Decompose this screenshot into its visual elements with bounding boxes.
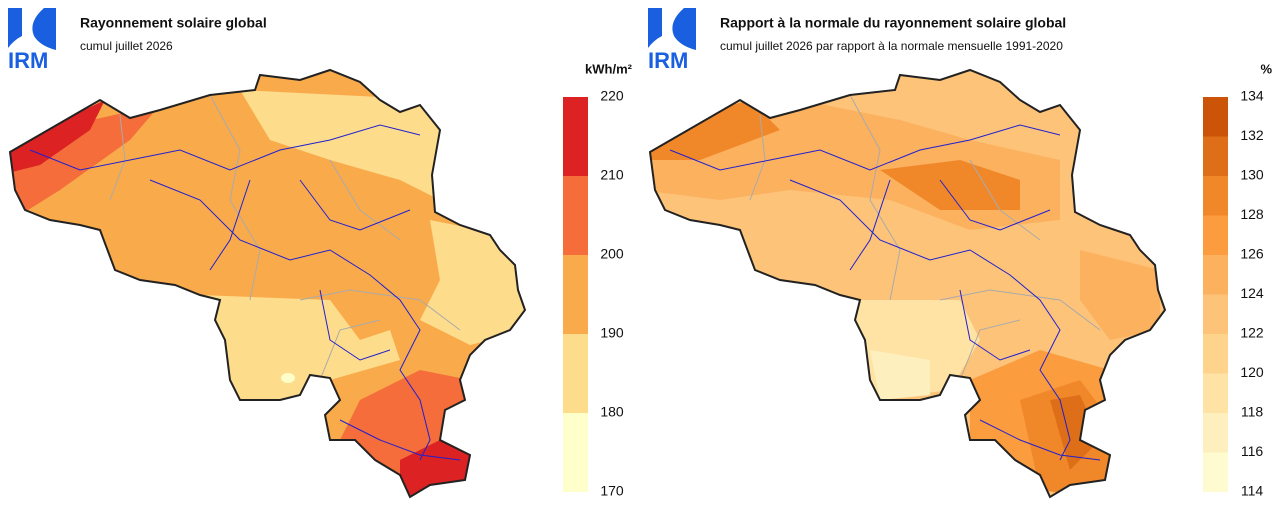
legend-tick-label: 114	[1241, 483, 1264, 499]
legend-tick-label: 180	[600, 404, 624, 420]
map	[649, 69, 1166, 498]
logo: IRM	[8, 48, 48, 73]
logo: IRM	[648, 48, 688, 73]
legend-tick-label: 220	[600, 88, 624, 104]
legend-tick-label: 210	[600, 167, 624, 183]
legend-bin	[1203, 255, 1228, 295]
unit: kWh/m²	[585, 61, 633, 76]
legend-tick-label: 134	[1240, 88, 1264, 104]
legend-tick-label: 132	[1240, 127, 1264, 143]
subtitle: cumul juillet 2026 par rapport à la norm…	[720, 39, 1063, 53]
legend-bin	[563, 255, 588, 334]
legend-tick-label: 200	[600, 246, 624, 262]
map	[9, 69, 526, 498]
legend-tick-label: 120	[1240, 364, 1264, 380]
legend-bin	[1203, 334, 1228, 374]
title: Rayonnement solaire global	[80, 15, 267, 31]
legend-tick-label: 116	[1241, 443, 1264, 459]
legend-bin	[1203, 176, 1228, 216]
subtitle: cumul juillet 2026	[80, 39, 173, 53]
legend-tick-label: 130	[1240, 167, 1264, 183]
legend-tick-label: 126	[1240, 246, 1264, 262]
legend-bin	[1203, 97, 1228, 137]
legend-bin	[563, 413, 588, 492]
title: Rapport à la normale du rayonnement sola…	[720, 15, 1066, 31]
logo-mark	[648, 8, 696, 50]
legend-bin	[563, 97, 588, 176]
legend-tick-label: 128	[1240, 206, 1264, 222]
legend-bin	[1203, 294, 1228, 334]
legend-tick-label: 118	[1241, 404, 1264, 420]
logo-mark	[8, 8, 56, 50]
legend-tick-label: 122	[1240, 325, 1264, 341]
panel-left: IRM Rayonnement solaire global cumul jui…	[8, 8, 633, 498]
legend-bin	[1203, 136, 1228, 176]
legend-bin	[563, 176, 588, 255]
panel-right: IRM Rapport à la normale du rayonnement …	[648, 8, 1272, 498]
legend-tick-label: 190	[600, 325, 624, 341]
legend-tick-label: 170	[600, 483, 624, 499]
legend-bin	[1203, 413, 1228, 453]
legend-tick-label: 124	[1240, 285, 1264, 301]
unit: %	[1260, 61, 1272, 76]
legend-bin	[1203, 373, 1228, 413]
legend-bin	[1203, 452, 1228, 492]
legend-bin	[563, 334, 588, 413]
legend-bin	[1203, 215, 1228, 255]
